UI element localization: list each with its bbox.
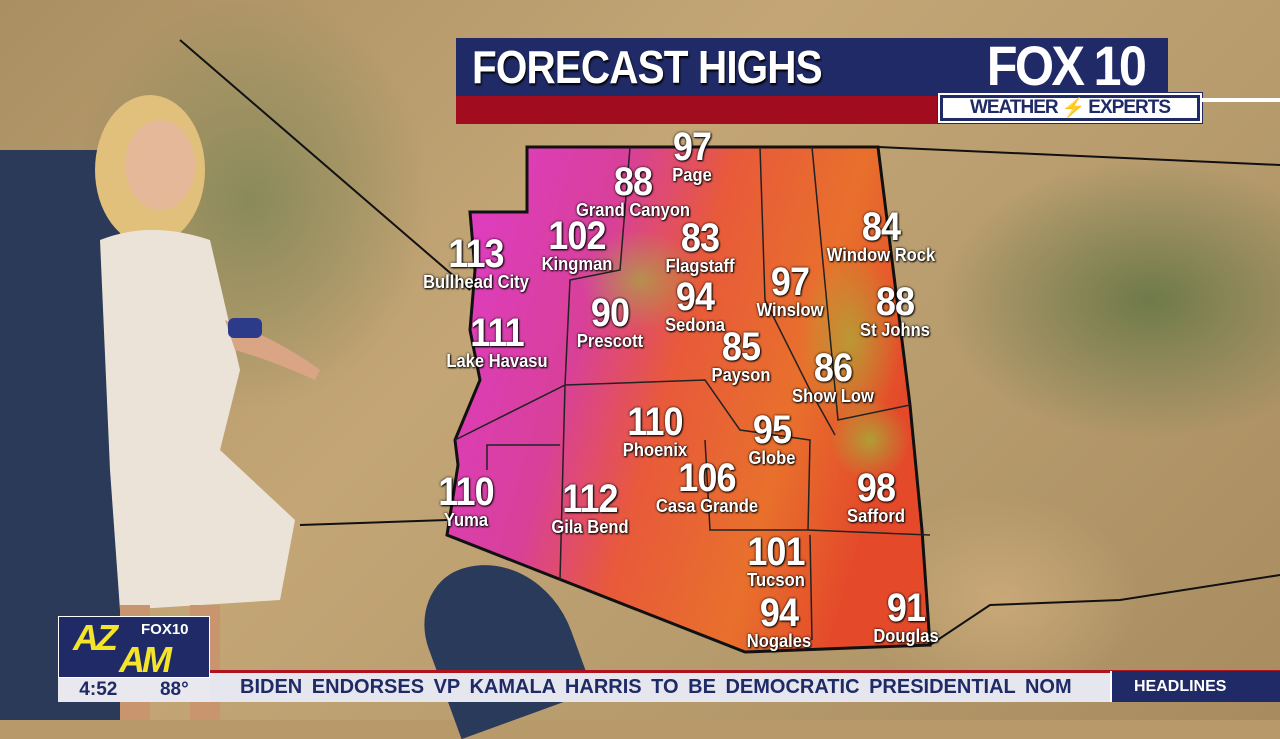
- fox10-logo: FOX 10: [986, 34, 1147, 97]
- az-am-show-logo: AZ FOX10 AM: [58, 616, 210, 680]
- ca-border: [299, 519, 448, 526]
- city-name: Grand Canyon: [575, 200, 691, 220]
- city-name: Casa Grande: [655, 496, 759, 516]
- high-temperature: 94: [675, 275, 715, 319]
- high-temperature: 97: [770, 260, 810, 304]
- city-forecast: 94 Nogales: [744, 591, 814, 651]
- high-temperature: 111: [470, 311, 524, 355]
- brand-left: WEATHER: [969, 97, 1059, 118]
- forecast-title-banner: FORECAST HIGHS: [456, 38, 1168, 124]
- high-temperature: 97: [672, 125, 712, 169]
- high-temperature: 113: [448, 232, 504, 276]
- city-name: Show Low: [792, 386, 874, 406]
- state-border-nm: [877, 146, 1280, 166]
- city-forecast: 111 Lake Havasu: [442, 311, 552, 371]
- city-name: Page: [672, 165, 712, 185]
- city-forecast: 112 Gila Bend: [548, 477, 632, 537]
- city-name: Phoenix: [622, 440, 688, 460]
- high-temperature: 85: [721, 325, 761, 369]
- lightning-bolt-icon: ⚡: [1061, 98, 1086, 119]
- city-forecast: 97 Page: [670, 125, 713, 185]
- weather-experts-badge: WEATHER ⚡ EXPERTS: [937, 92, 1203, 124]
- high-temperature: 101: [747, 530, 805, 574]
- high-temperature: 110: [438, 470, 494, 514]
- high-temperature: 84: [861, 205, 901, 249]
- time-temp-bug: 4:52 88°: [58, 678, 210, 702]
- high-temperature: 98: [856, 466, 896, 510]
- city-forecast: 113 Bullhead City: [418, 232, 533, 292]
- city-name: Flagstaff: [665, 256, 735, 276]
- city-forecast: 102 Kingman: [538, 214, 615, 274]
- city-forecast: 98 Safford: [845, 466, 908, 526]
- city-forecast: 90 Prescott: [574, 291, 646, 351]
- mexico-border: [929, 574, 1280, 646]
- high-temperature: 106: [678, 456, 736, 500]
- city-forecast: 83 Flagstaff: [662, 216, 737, 276]
- city-name: St Johns: [860, 320, 930, 340]
- city-name: Globe: [748, 448, 796, 468]
- city-forecast: 94 Sedona: [662, 275, 727, 335]
- current-time: 4:52: [79, 679, 118, 700]
- city-forecast: 88 Grand Canyon: [571, 160, 695, 220]
- city-name: Nogales: [746, 631, 812, 651]
- brand-right: EXPERTS: [1088, 97, 1171, 118]
- ticker-accent: [210, 670, 1280, 673]
- divider: [1202, 98, 1280, 102]
- city-name: Gila Bend: [551, 517, 629, 537]
- high-temperature: 88: [613, 160, 653, 204]
- current-temperature: 88°: [159, 679, 189, 700]
- city-name: Window Rock: [826, 245, 936, 265]
- city-forecast: 88 St Johns: [857, 280, 933, 340]
- high-temperature: 110: [627, 400, 683, 444]
- city-name: Bullhead City: [423, 272, 529, 292]
- high-temperature: 102: [548, 214, 606, 258]
- county-lines: [454, 146, 931, 641]
- city-name: Tucson: [747, 570, 805, 590]
- city-forecast: 101 Tucson: [744, 530, 808, 590]
- ticker-section-label: HEADLINES: [1110, 671, 1280, 702]
- city-name: Yuma: [443, 510, 489, 530]
- city-forecast: 110 Yuma: [435, 470, 497, 530]
- city-forecast: 97 Winslow: [754, 260, 827, 320]
- city-forecast: 86 Show Low: [789, 346, 878, 406]
- city-forecast: 106 Casa Grande: [651, 456, 762, 516]
- high-temperature: 91: [886, 586, 926, 630]
- high-temperature: 88: [875, 280, 915, 324]
- high-temperature: 90: [590, 291, 630, 335]
- high-temperature: 83: [680, 216, 720, 260]
- city-forecast: 110 Phoenix: [620, 400, 690, 460]
- city-name: Douglas: [873, 626, 939, 646]
- city-name: Prescott: [576, 331, 644, 351]
- high-temperature: 86: [813, 346, 853, 390]
- arizona-state-shape: [445, 145, 932, 654]
- city-name: Safford: [847, 506, 905, 526]
- city-name: Winslow: [756, 300, 824, 320]
- city-forecast: 91 Douglas: [870, 586, 941, 646]
- high-temperature: 112: [562, 477, 618, 521]
- city-forecast: 95 Globe: [746, 408, 797, 468]
- high-temperature: 95: [752, 408, 792, 452]
- news-ticker: BIDEN ENDORSES VP KAMALA HARRIS TO BE DE…: [210, 673, 1110, 702]
- city-name: Sedona: [665, 315, 725, 335]
- city-forecast: 84 Window Rock: [822, 205, 940, 265]
- city-name: Payson: [711, 365, 771, 385]
- high-temperature: 94: [759, 591, 799, 635]
- graphic-title: FORECAST HIGHS: [472, 41, 823, 93]
- arizona-temperature-map: [179, 39, 1280, 654]
- city-name: Lake Havasu: [446, 351, 548, 371]
- city-name: Kingman: [541, 254, 613, 274]
- state-border-west: [179, 39, 471, 291]
- city-forecast: 85 Payson: [709, 325, 773, 385]
